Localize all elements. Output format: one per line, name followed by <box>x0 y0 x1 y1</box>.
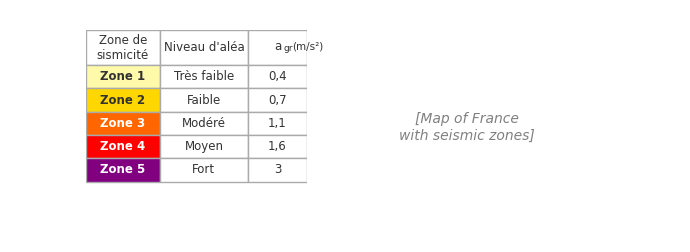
Text: Zone 1: Zone 1 <box>101 70 146 83</box>
Text: Faible: Faible <box>187 93 221 107</box>
Text: Zone 4: Zone 4 <box>100 140 146 153</box>
FancyBboxPatch shape <box>86 88 160 112</box>
Text: a: a <box>274 40 281 53</box>
Text: Moyen: Moyen <box>184 140 224 153</box>
FancyBboxPatch shape <box>160 135 248 158</box>
FancyBboxPatch shape <box>86 158 160 182</box>
FancyBboxPatch shape <box>86 30 160 65</box>
FancyBboxPatch shape <box>248 158 307 182</box>
FancyBboxPatch shape <box>160 158 248 182</box>
Text: 1,1: 1,1 <box>268 117 287 130</box>
FancyBboxPatch shape <box>86 65 160 88</box>
Text: [Map of France
with seismic zones]: [Map of France with seismic zones] <box>399 112 535 142</box>
Text: 1,6: 1,6 <box>268 140 287 153</box>
Text: Niveau d'aléa: Niveau d'aléa <box>164 41 244 54</box>
FancyBboxPatch shape <box>86 135 160 158</box>
FancyBboxPatch shape <box>160 88 248 112</box>
FancyBboxPatch shape <box>248 30 307 65</box>
Text: gr: gr <box>284 45 293 53</box>
Text: Zone 5: Zone 5 <box>100 164 146 176</box>
Text: Très faible: Très faible <box>174 70 234 83</box>
FancyBboxPatch shape <box>86 112 160 135</box>
FancyBboxPatch shape <box>160 112 248 135</box>
Text: Zone 3: Zone 3 <box>101 117 146 130</box>
Text: Zone 2: Zone 2 <box>101 93 146 107</box>
FancyBboxPatch shape <box>248 65 307 88</box>
FancyBboxPatch shape <box>160 30 248 65</box>
Text: 0,7: 0,7 <box>268 93 287 107</box>
Text: 0,4: 0,4 <box>268 70 287 83</box>
Text: Zone de
sismicité: Zone de sismicité <box>97 34 149 62</box>
Text: (m/s²): (m/s²) <box>292 41 324 51</box>
Text: 3: 3 <box>274 164 281 176</box>
FancyBboxPatch shape <box>248 88 307 112</box>
Text: Modéré: Modéré <box>182 117 226 130</box>
FancyBboxPatch shape <box>248 112 307 135</box>
FancyBboxPatch shape <box>160 65 248 88</box>
Text: Fort: Fort <box>193 164 215 176</box>
FancyBboxPatch shape <box>248 135 307 158</box>
